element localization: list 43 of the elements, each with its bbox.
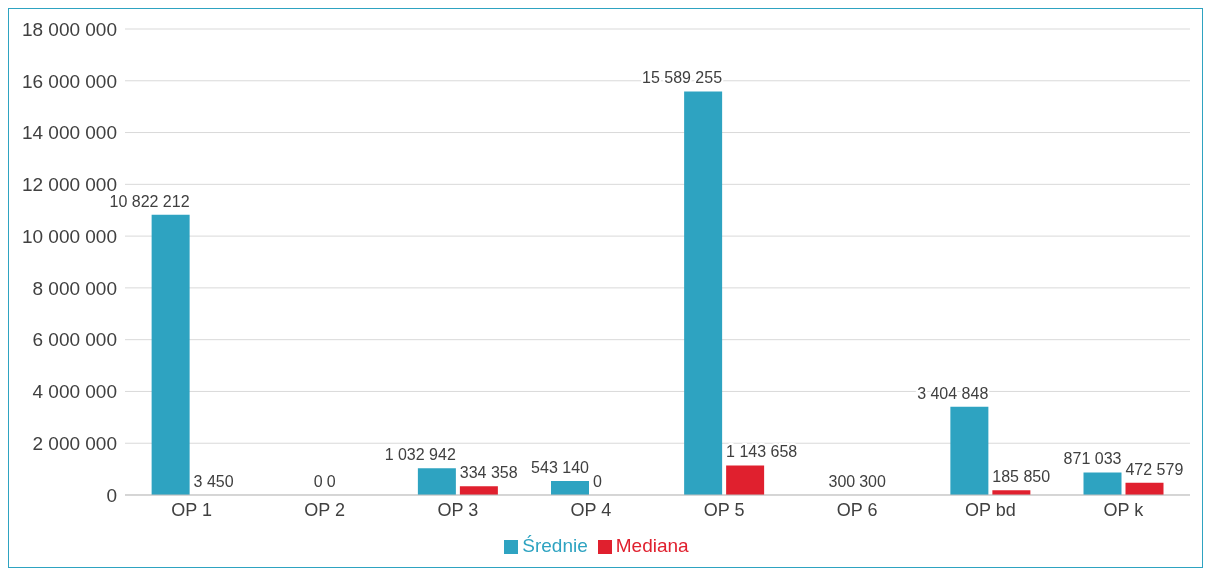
data-label: 334 358 xyxy=(459,464,518,482)
data-label: 185 850 xyxy=(992,468,1051,486)
y-tick-label: 2 000 000 xyxy=(32,432,117,454)
y-tick-label: 18 000 000 xyxy=(21,18,117,40)
bar xyxy=(551,480,589,495)
bar xyxy=(417,468,456,495)
data-label: 472 579 xyxy=(1125,460,1184,478)
data-label: 0 xyxy=(592,473,602,490)
y-tick-label: 16 000 000 xyxy=(21,70,117,92)
bar xyxy=(1125,482,1164,495)
x-tick-label: OP bd xyxy=(964,499,1016,520)
data-label: 1 032 942 xyxy=(384,446,456,464)
data-label: 300 xyxy=(859,472,886,490)
y-tick-label: 6 000 000 xyxy=(32,329,117,351)
data-label: 543 140 xyxy=(531,458,590,476)
x-tick-label: OP 4 xyxy=(570,499,612,520)
x-tick-label: OP 6 xyxy=(836,499,878,520)
data-label: 871 033 xyxy=(1063,450,1122,468)
x-tick-label: OP 1 xyxy=(171,499,212,520)
data-label: 0 xyxy=(326,473,336,490)
bar xyxy=(684,91,723,495)
y-tick-label: 14 000 000 xyxy=(21,122,117,144)
x-tick-label: OP 5 xyxy=(703,499,745,520)
bar xyxy=(151,214,190,495)
data-label: 3 404 848 xyxy=(917,384,989,402)
y-tick-label: 0 xyxy=(106,484,117,506)
y-tick-label: 8 000 000 xyxy=(32,277,117,299)
bar xyxy=(459,486,498,495)
x-tick-label: OP k xyxy=(1103,499,1145,520)
data-label: 0 xyxy=(313,473,323,490)
x-tick-label: OP 2 xyxy=(304,499,346,520)
y-tick-label: 10 000 000 xyxy=(21,225,117,247)
bar xyxy=(726,465,765,495)
data-label: 15 589 255 xyxy=(641,69,723,87)
data-label: 300 xyxy=(828,472,856,490)
legend-label: Średnie xyxy=(522,535,588,556)
y-tick-label: 4 000 000 xyxy=(32,381,117,403)
bar xyxy=(950,406,989,495)
bar xyxy=(1083,472,1122,495)
data-label: 3 450 xyxy=(193,472,234,490)
data-label: 1 143 658 xyxy=(726,443,798,461)
legend-label: Mediana xyxy=(615,535,689,556)
x-tick-label: OP 3 xyxy=(437,499,479,520)
